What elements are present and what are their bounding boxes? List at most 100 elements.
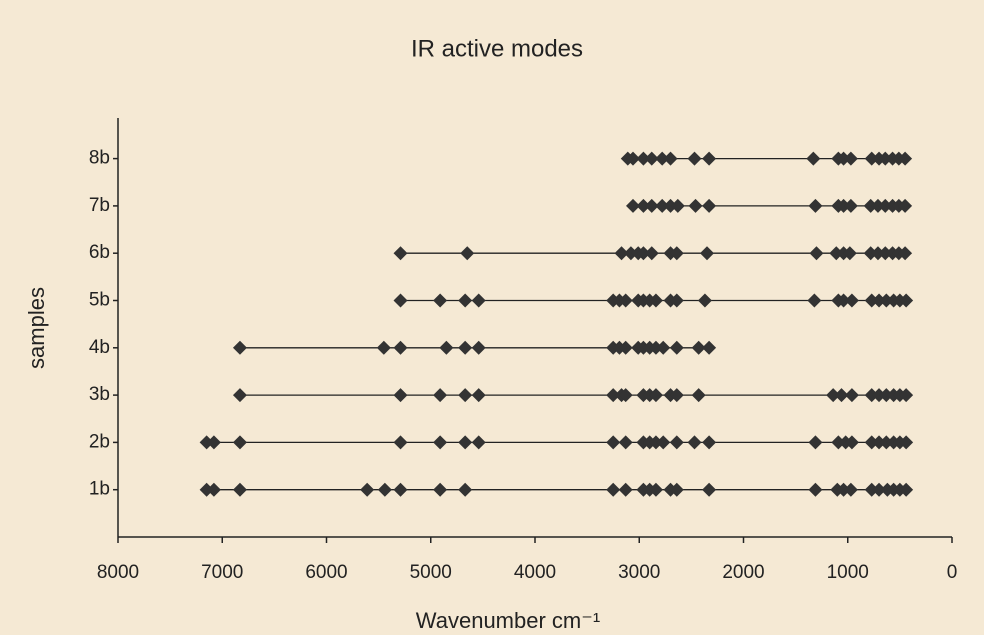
y-tick-label: 3b <box>89 384 110 405</box>
diamond-marker <box>471 293 486 308</box>
diamond-marker <box>393 482 408 497</box>
diamond-marker <box>648 388 663 403</box>
diamond-marker <box>669 340 684 355</box>
diamond-marker <box>879 293 894 308</box>
diamond-marker <box>606 435 621 450</box>
diamond-marker <box>899 435 914 450</box>
diamond-marker <box>809 246 824 261</box>
diamond-marker <box>899 482 914 497</box>
diamond-marker <box>648 293 663 308</box>
diamond-marker <box>702 482 717 497</box>
diamond-marker <box>458 482 473 497</box>
y-tick-label: 1b <box>89 479 110 500</box>
diamond-marker <box>618 388 633 403</box>
diamond-marker <box>393 435 408 450</box>
diamond-marker <box>899 293 914 308</box>
x-tick-label: 4000 <box>514 562 556 583</box>
diamond-marker <box>843 151 858 166</box>
diamond-marker <box>870 246 885 261</box>
diamond-marker <box>618 293 633 308</box>
diamond-marker <box>697 293 712 308</box>
diamond-marker <box>843 198 858 213</box>
diamond-marker <box>864 435 879 450</box>
diamond-marker <box>844 435 859 450</box>
y-tick-label: 4b <box>89 337 110 358</box>
diamond-marker <box>636 198 651 213</box>
diamond-marker <box>864 482 879 497</box>
diamond-marker <box>377 482 392 497</box>
diamond-marker <box>644 246 659 261</box>
diamond-marker <box>458 293 473 308</box>
diamond-marker <box>648 482 663 497</box>
diamond-marker <box>702 151 717 166</box>
diamond-marker <box>691 340 706 355</box>
diamond-marker <box>433 482 448 497</box>
diamond-marker <box>656 340 671 355</box>
diamond-marker <box>702 435 717 450</box>
diamond-marker <box>471 435 486 450</box>
diamond-marker <box>842 246 857 261</box>
diamond-marker <box>206 435 221 450</box>
diamond-marker <box>898 198 913 213</box>
diamond-marker <box>393 293 408 308</box>
diamond-marker <box>232 340 247 355</box>
diamond-marker <box>644 198 659 213</box>
diamond-marker <box>625 151 640 166</box>
diamond-marker <box>393 246 408 261</box>
diamond-marker <box>669 388 684 403</box>
x-tick-label: 7000 <box>201 562 243 583</box>
diamond-marker <box>663 198 678 213</box>
diamond-marker <box>471 340 486 355</box>
diamond-marker <box>872 435 887 450</box>
diamond-marker <box>863 246 878 261</box>
diamond-marker <box>864 293 879 308</box>
diamond-marker <box>808 482 823 497</box>
diamond-marker <box>702 198 717 213</box>
x-tick-label: 5000 <box>410 562 452 583</box>
diamond-marker <box>899 388 914 403</box>
diamond-marker <box>623 246 638 261</box>
diamond-marker <box>458 435 473 450</box>
diamond-marker <box>606 388 621 403</box>
diamond-marker <box>872 482 887 497</box>
diamond-marker <box>199 482 214 497</box>
x-tick-label: 3000 <box>618 562 660 583</box>
diamond-marker <box>618 435 633 450</box>
y-tick-label: 5b <box>89 290 110 311</box>
diamond-marker <box>872 388 887 403</box>
diamond-marker <box>471 388 486 403</box>
diamond-marker <box>393 340 408 355</box>
diamond-marker <box>433 293 448 308</box>
x-axis-label: Wavenumber cm⁻¹ <box>416 608 600 633</box>
diamond-marker <box>232 388 247 403</box>
diamond-marker <box>648 340 663 355</box>
y-axis-label: samples <box>24 287 49 369</box>
diamond-marker <box>655 198 670 213</box>
diamond-marker <box>460 246 475 261</box>
diamond-marker <box>806 151 821 166</box>
diamond-marker <box>663 151 678 166</box>
diamond-marker <box>458 388 473 403</box>
x-tick-label: 6000 <box>305 562 347 583</box>
diamond-marker <box>844 293 859 308</box>
diamond-marker <box>206 482 221 497</box>
diamond-marker <box>232 482 247 497</box>
diamond-marker <box>691 388 706 403</box>
diamond-marker <box>458 340 473 355</box>
diamond-marker <box>376 340 391 355</box>
diamond-marker <box>687 435 702 450</box>
diamond-marker <box>879 388 894 403</box>
diamond-marker <box>864 151 879 166</box>
diamond-marker <box>614 246 629 261</box>
diamond-marker <box>669 293 684 308</box>
diamond-marker <box>879 435 894 450</box>
diamond-marker <box>844 388 859 403</box>
diamond-marker <box>878 246 893 261</box>
diamond-marker <box>829 246 844 261</box>
diamond-marker <box>702 340 717 355</box>
diamond-marker <box>439 340 454 355</box>
diamond-marker <box>836 293 851 308</box>
diamond-marker <box>636 246 651 261</box>
diamond-marker <box>878 198 893 213</box>
